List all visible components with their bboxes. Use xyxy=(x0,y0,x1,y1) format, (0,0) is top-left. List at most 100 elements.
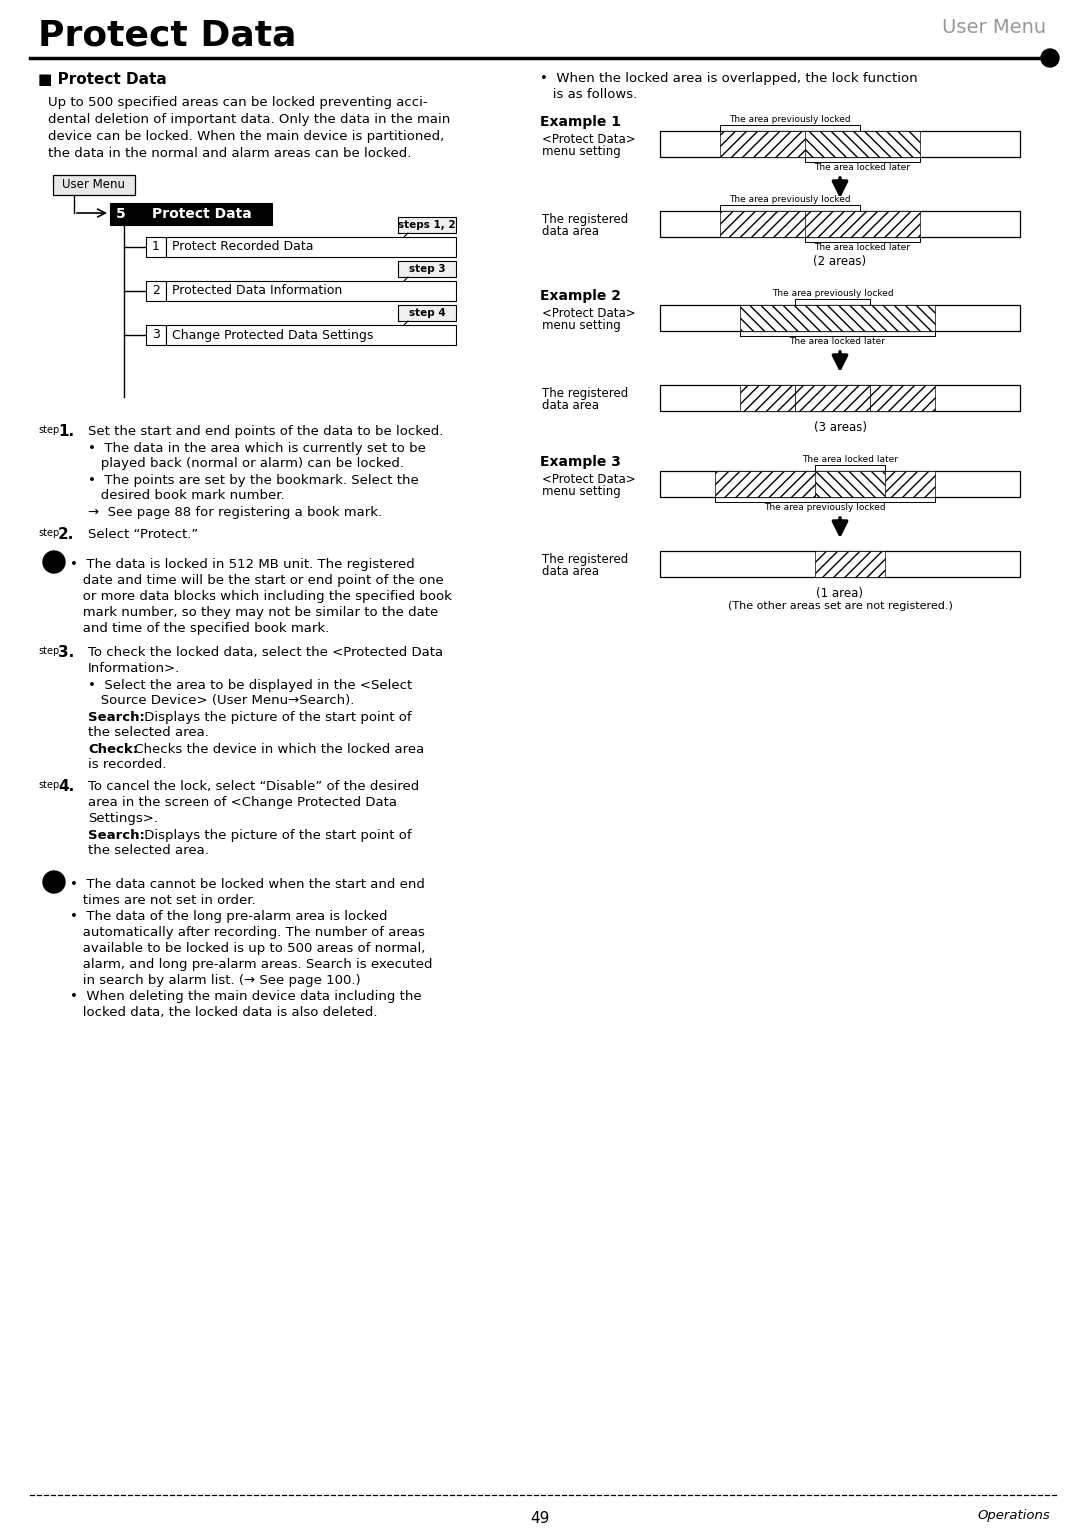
Text: Up to 500 specified areas can be locked preventing acci-: Up to 500 specified areas can be locked … xyxy=(48,96,428,108)
Text: Checks the device in which the locked area: Checks the device in which the locked ar… xyxy=(130,743,424,756)
Text: 3: 3 xyxy=(152,329,160,341)
Text: (1 area): (1 area) xyxy=(816,587,864,601)
Text: device can be locked. When the main device is partitioned,: device can be locked. When the main devi… xyxy=(48,130,444,144)
Text: To cancel the lock, select “Disable” of the desired: To cancel the lock, select “Disable” of … xyxy=(87,779,419,793)
Text: Example 1: Example 1 xyxy=(540,115,621,128)
Bar xyxy=(399,217,456,232)
Bar xyxy=(815,552,885,578)
Text: 1.: 1. xyxy=(58,423,75,439)
Text: date and time will be the start or end point of the one: date and time will be the start or end p… xyxy=(70,575,444,587)
Text: Operations: Operations xyxy=(977,1510,1050,1522)
Text: User Menu: User Menu xyxy=(942,18,1047,37)
Text: Displays the picture of the start point of: Displays the picture of the start point … xyxy=(140,711,411,724)
Text: 2.: 2. xyxy=(58,527,75,542)
Bar xyxy=(815,471,885,497)
Text: <Protect Data>: <Protect Data> xyxy=(542,307,636,319)
Text: →  See page 88 for registering a book mark.: → See page 88 for registering a book mar… xyxy=(87,506,382,520)
Text: User Menu: User Menu xyxy=(63,179,125,191)
Text: The area previously locked: The area previously locked xyxy=(772,289,893,298)
Text: Set the start and end points of the data to be locked.: Set the start and end points of the data… xyxy=(87,425,444,439)
Bar xyxy=(146,237,166,257)
Text: •  The data cannot be locked when the start and end: • The data cannot be locked when the sta… xyxy=(70,879,424,891)
Text: The area locked later: The area locked later xyxy=(802,455,897,465)
Text: The registered: The registered xyxy=(542,553,629,565)
Text: and time of the specified book mark.: and time of the specified book mark. xyxy=(70,622,329,636)
Text: step 4: step 4 xyxy=(408,309,445,318)
Text: Example 2: Example 2 xyxy=(540,289,621,303)
Text: Example 3: Example 3 xyxy=(540,455,621,469)
Text: menu setting: menu setting xyxy=(542,484,621,498)
Bar xyxy=(132,203,272,225)
Bar xyxy=(660,471,1020,497)
Bar xyxy=(660,131,1020,157)
Bar xyxy=(740,385,795,411)
Bar xyxy=(740,306,935,332)
Text: •  The points are set by the bookmark. Select the: • The points are set by the bookmark. Se… xyxy=(87,474,419,487)
Text: locked data, the locked data is also deleted.: locked data, the locked data is also del… xyxy=(70,1005,378,1019)
Text: automatically after recording. The number of areas: automatically after recording. The numbe… xyxy=(70,926,424,940)
Text: 2: 2 xyxy=(152,284,160,298)
Bar xyxy=(166,281,456,301)
Text: (2 areas): (2 areas) xyxy=(813,255,866,267)
Text: Settings>.: Settings>. xyxy=(87,811,158,825)
Text: Displays the picture of the start point of: Displays the picture of the start point … xyxy=(140,830,411,842)
Text: Protected Data Information: Protected Data Information xyxy=(172,284,342,298)
Text: Protect Data: Protect Data xyxy=(38,18,297,52)
Text: Select “Protect.”: Select “Protect.” xyxy=(87,529,199,541)
Text: 3.: 3. xyxy=(58,645,75,660)
Text: step: step xyxy=(38,779,59,790)
Text: •  When the locked area is overlapped, the lock function: • When the locked area is overlapped, th… xyxy=(540,72,918,86)
Text: data area: data area xyxy=(542,565,599,578)
Text: •  Select the area to be displayed in the <Select: • Select the area to be displayed in the… xyxy=(87,678,413,692)
Text: (3 areas): (3 areas) xyxy=(813,422,866,434)
Text: step 3: step 3 xyxy=(408,264,445,274)
Text: Search:: Search: xyxy=(87,711,145,724)
Text: Check:: Check: xyxy=(87,743,138,756)
Text: Protect Recorded Data: Protect Recorded Data xyxy=(172,240,313,254)
Bar xyxy=(53,176,135,196)
Bar xyxy=(720,131,860,157)
Text: dental deletion of important data. Only the data in the main: dental deletion of important data. Only … xyxy=(48,113,450,125)
Bar xyxy=(660,385,1020,411)
Text: mark number, so they may not be similar to the date: mark number, so they may not be similar … xyxy=(70,607,438,619)
Circle shape xyxy=(43,552,65,573)
Text: The area locked later: The area locked later xyxy=(814,163,910,173)
Text: step: step xyxy=(38,529,59,538)
Bar xyxy=(795,385,870,411)
Bar xyxy=(660,552,1020,578)
Bar xyxy=(805,211,920,237)
Text: The area previously locked: The area previously locked xyxy=(729,115,851,124)
Bar xyxy=(815,471,885,497)
Text: step: step xyxy=(38,425,59,435)
Bar xyxy=(660,211,1020,237)
Bar xyxy=(720,211,860,237)
Bar xyxy=(795,306,870,332)
Text: 4.: 4. xyxy=(58,779,75,795)
Text: data area: data area xyxy=(542,225,599,238)
Text: <Protect Data>: <Protect Data> xyxy=(542,474,636,486)
Bar xyxy=(715,471,935,497)
Bar xyxy=(660,306,1020,332)
Text: step: step xyxy=(38,646,59,656)
Text: The registered: The registered xyxy=(542,212,629,226)
Text: in search by alarm list. (→ See page 100.): in search by alarm list. (→ See page 100… xyxy=(70,973,361,987)
Text: menu setting: menu setting xyxy=(542,145,621,157)
Circle shape xyxy=(1041,49,1059,67)
Text: 5: 5 xyxy=(117,206,126,222)
Text: area in the screen of <Change Protected Data: area in the screen of <Change Protected … xyxy=(87,796,397,808)
Text: the selected area.: the selected area. xyxy=(87,843,208,857)
Text: data area: data area xyxy=(542,399,599,413)
Bar xyxy=(870,385,935,411)
Text: or more data blocks which including the specified book: or more data blocks which including the … xyxy=(70,590,451,604)
Text: •  The data is locked in 512 MB unit. The registered: • The data is locked in 512 MB unit. The… xyxy=(70,558,415,571)
Text: The area locked later: The area locked later xyxy=(814,243,910,252)
Bar xyxy=(146,281,166,301)
Text: alarm, and long pre-alarm areas. Search is executed: alarm, and long pre-alarm areas. Search … xyxy=(70,958,432,970)
Bar xyxy=(805,131,920,157)
Text: available to be locked is up to 500 areas of normal,: available to be locked is up to 500 area… xyxy=(70,941,426,955)
Text: 49: 49 xyxy=(530,1511,550,1526)
Text: Information>.: Information>. xyxy=(87,662,180,675)
Text: <Protect Data>: <Protect Data> xyxy=(542,133,636,147)
Text: steps 1, 2: steps 1, 2 xyxy=(399,220,456,231)
Text: The area previously locked: The area previously locked xyxy=(729,196,851,205)
